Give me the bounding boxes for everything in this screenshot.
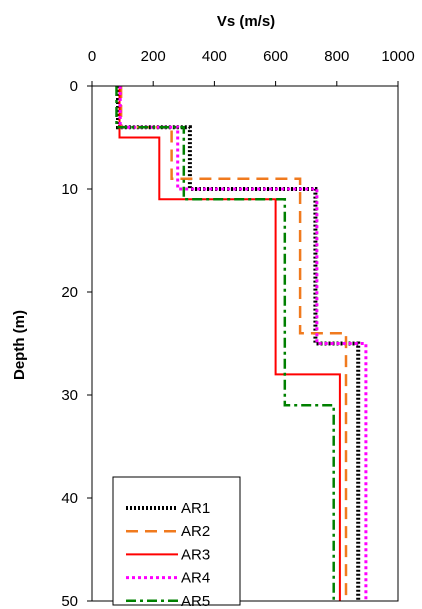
plot-area-frame [91,85,399,602]
legend-label-ar3: AR3 [181,546,210,563]
y-tick-label: 50 [61,593,78,609]
series-layer [115,86,368,601]
y-tick-label: 30 [61,387,78,404]
y-tick-label: 40 [61,490,78,507]
legend-label-ar4: AR4 [181,570,210,587]
legend-label-ar5: AR5 [181,593,210,609]
y-axis-title: Depth (m) [11,310,28,380]
legend-label-ar1: AR1 [181,500,210,517]
series-ar4-line [118,86,368,601]
y-tick-label: 0 [70,78,78,95]
legend: AR1 AR2 AR3 AR4 AR5 [112,476,241,609]
x-axis-title: Vs (m/s) [217,13,275,30]
legend-box [112,476,241,606]
x-tick-label: 1000 [381,48,414,65]
x-axis-ticks: 0 200 400 600 800 1000 [88,48,415,86]
x-tick-label: 600 [263,48,288,65]
y-axis-ticks: 0 10 20 30 40 50 [61,78,92,609]
x-tick-label: 400 [202,48,227,65]
x-tick-label: 200 [141,48,166,65]
x-tick-label: 800 [324,48,349,65]
x-tick-label: 0 [88,48,96,65]
y-tick-label: 10 [61,181,78,198]
legend-label-ar2: AR2 [181,523,210,540]
y-tick-label: 20 [61,284,78,301]
series-ar5-line [115,86,335,601]
